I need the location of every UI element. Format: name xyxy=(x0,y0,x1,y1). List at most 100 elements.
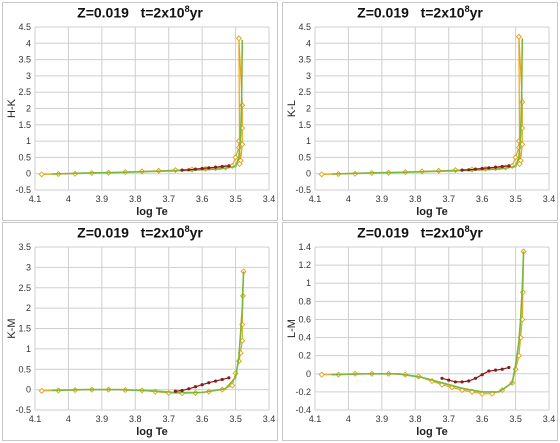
data-point-marker xyxy=(193,385,198,389)
data-point-marker xyxy=(318,171,325,178)
y-tick-label: 0 xyxy=(306,369,311,379)
y-tick-label: 2.5 xyxy=(18,87,31,97)
data-point-marker xyxy=(440,376,444,380)
x-tick-label: 3.7 xyxy=(442,194,455,204)
data-point-marker xyxy=(207,381,211,385)
title-age-exponent: 8 xyxy=(464,224,470,234)
series-line xyxy=(41,271,245,394)
panel-title: Z=0.019 t=2x108yr xyxy=(3,224,277,241)
data-point-marker xyxy=(229,382,236,389)
data-point-marker xyxy=(480,373,484,377)
y-tick-label: 4.5 xyxy=(298,22,311,32)
y-tick-label: 4.5 xyxy=(18,22,31,32)
data-point-marker xyxy=(500,367,504,371)
data-point-marker xyxy=(232,154,239,161)
x-tick-label: 3.6 xyxy=(476,194,489,204)
series-line xyxy=(321,36,523,175)
chart-svg: 4.1 4 3.9 3.8 3.7 3.6 3.5 3.4 -0.5 0 0.5 1 1.5 2 2.5 3 3… xyxy=(6,22,276,218)
y-tick-label: 1 xyxy=(306,136,311,146)
data-point-marker xyxy=(180,388,184,393)
y-tick-label: 1 xyxy=(26,136,31,146)
y-tick-label: -0.4 xyxy=(295,405,311,415)
chart-svg: 4.1 4 3.9 3.8 3.7 3.6 3.5 3.4 -0.5 0 0.5 1 1.5 2 2.5 3 3… xyxy=(286,22,555,218)
y-tick-label: 0.6 xyxy=(298,314,311,324)
y-tick-label: 2.5 xyxy=(298,87,311,97)
panel-k-m: Z=0.019 t=2x108yr 4.1 4 3.9 3.8 3.7 3.6 3.5 3.4… xyxy=(2,222,278,441)
title-age-base: t=2x10 xyxy=(140,224,185,241)
title-age-unit: yr xyxy=(189,224,203,241)
data-point-marker xyxy=(453,380,457,384)
y-tick-label: 0.8 xyxy=(298,296,311,306)
y-tick-label: 4 xyxy=(306,38,311,48)
y-tick-label: 3 xyxy=(26,71,31,81)
data-point-marker xyxy=(493,368,498,372)
y-tick-label: 1.5 xyxy=(298,120,311,130)
x-tick-label: 3.8 xyxy=(409,194,422,204)
y-tick-label: 1.4 xyxy=(298,242,311,252)
x-tick-label: 3.6 xyxy=(196,194,209,204)
y-tick-label: -0.5 xyxy=(295,185,311,195)
panel-h-k: Z=0.019 t=2x108yr 4.1 4 3.9 3.8 3.7 3.6 3.5 3.4… xyxy=(2,2,278,221)
y-tick-label: 3.5 xyxy=(18,242,31,252)
series-line xyxy=(331,251,525,393)
data-point-marker xyxy=(38,171,45,178)
data-point-marker xyxy=(516,160,523,168)
data-point-marker xyxy=(200,166,204,171)
panel-title: Z=0.019 t=2x108yr xyxy=(3,4,277,21)
data-point-marker xyxy=(447,378,451,382)
x-tick-label: 4.1 xyxy=(29,414,42,424)
x-tick-label: 3.9 xyxy=(96,194,109,204)
y-tick-label: 0.2 xyxy=(298,351,311,361)
data-point-marker xyxy=(220,164,224,169)
title-age-exponent: 8 xyxy=(184,4,190,14)
x-tick-label: 3.8 xyxy=(409,414,422,424)
x-tick-label: 3.4 xyxy=(263,414,276,424)
title-metallicity: Z=0.019 xyxy=(77,4,129,21)
y-axis-label: H-K xyxy=(6,98,18,118)
y-tick-label: 0.5 xyxy=(18,364,31,374)
x-tick-label: 4 xyxy=(66,194,71,204)
data-point-marker xyxy=(227,376,231,380)
panel-title: Z=0.019 t=2x108yr xyxy=(283,224,557,241)
x-tick-label: 4.1 xyxy=(309,414,322,424)
y-tick-label: 0.5 xyxy=(298,152,311,162)
data-point-marker xyxy=(512,154,519,161)
data-point-marker xyxy=(473,167,478,171)
x-tick-label: 3.9 xyxy=(96,414,109,424)
title-age-base: t=2x10 xyxy=(140,4,185,21)
x-tick-label: 3.4 xyxy=(263,194,276,204)
data-point-marker xyxy=(460,168,464,172)
y-tick-label: 1.2 xyxy=(298,260,311,270)
data-point-marker xyxy=(227,164,231,168)
x-axis-label: log Te xyxy=(136,206,168,218)
y-tick-label: -0.5 xyxy=(15,185,31,195)
y-tick-label: 2.5 xyxy=(18,283,31,293)
x-tick-label: 3.5 xyxy=(509,194,522,204)
y-tick-label: 1 xyxy=(306,278,311,288)
y-tick-label: 4 xyxy=(26,38,31,48)
y-axis-label: K-L xyxy=(286,100,298,117)
panel-title: Z=0.019 t=2x108yr xyxy=(283,4,557,21)
y-tick-label: -0.2 xyxy=(295,387,311,397)
y-tick-label: 3 xyxy=(306,71,311,81)
data-point-marker xyxy=(173,389,177,393)
chart-svg: 4.1 4 3.9 3.8 3.7 3.6 3.5 3.4 -0.4 -0.2 0 0.2 0.4 0.6… xyxy=(286,242,555,438)
y-tick-label: 0 xyxy=(26,169,31,179)
y-tick-label: 0.4 xyxy=(298,333,311,343)
y-tick-label: 2 xyxy=(26,303,31,313)
x-axis-label: log Te xyxy=(416,206,448,218)
data-point-marker xyxy=(180,168,184,172)
x-tick-label: 4 xyxy=(346,414,351,424)
data-point-marker xyxy=(318,371,325,378)
title-age-base: t=2x10 xyxy=(420,4,465,21)
title-age-base: t=2x10 xyxy=(420,224,465,241)
y-axis-label: L-M xyxy=(286,319,298,338)
title-age-exponent: 8 xyxy=(184,224,190,234)
y-tick-label: 2 xyxy=(26,104,31,114)
y-tick-label: 0 xyxy=(26,385,31,395)
title-age-unit: yr xyxy=(469,4,483,21)
x-tick-label: 4 xyxy=(346,194,351,204)
data-point-marker xyxy=(467,379,471,383)
x-tick-label: 3.7 xyxy=(162,194,175,204)
